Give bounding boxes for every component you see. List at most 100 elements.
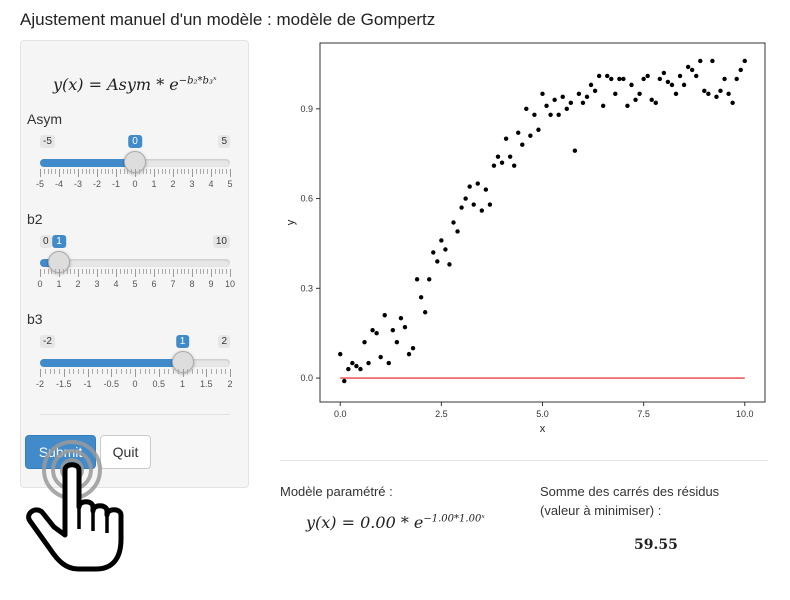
slider-b3[interactable]: -2 2 1 -2 -1.5 -1 -0.5 0 0.5 1 1.5 2 [36,335,233,405]
slider-tick [218,169,220,174]
slider-asym[interactable]: -5 5 0 -5 -4 -3 -2 -1 0 1 2 3 4 5 [36,135,233,205]
slider-tick [177,369,179,374]
slider-tick-label: 7 [170,279,176,289]
slider-tick [70,269,72,274]
sse-label: Somme des carrés des résidus [540,484,720,499]
slider-tick [97,269,98,277]
data-point [600,103,606,109]
slider-tick-labels: -2 -1.5 -1 -0.5 0 0.5 1 1.5 2 [36,379,233,391]
slider-tick-label: -1.5 [55,379,72,389]
quit-button[interactable]: Quit [100,435,151,469]
slider-tick [230,169,231,177]
slider-track[interactable] [40,359,230,367]
data-point [584,94,590,100]
slider-tick [63,369,65,377]
slider-tick [222,169,224,174]
data-point [435,259,440,264]
data-point [447,262,452,267]
slider-tick [188,169,190,174]
data-point [459,205,464,210]
slider-tick [40,169,41,177]
slider-value-bubble: 1 [52,235,66,248]
page-title: Ajustement manuel d'un modèle : modèle d… [20,10,436,29]
slider-b2-label: b2 [27,211,43,227]
slider-tick-label: 2 [227,379,233,389]
slider-tick [135,369,136,377]
data-point [734,76,739,82]
slider-tick [108,169,110,174]
slider-tick [81,269,83,274]
slider-tick [44,369,46,374]
slider-tick-label: -1 [111,179,121,189]
data-point [657,76,663,82]
slider-tick [195,169,197,174]
data-point [556,112,561,118]
data-point [613,91,618,97]
slider-b3-label: b3 [27,311,43,327]
slider-tick [108,269,110,274]
data-point [475,181,480,186]
data-point [702,88,707,94]
data-point [726,91,731,97]
data-point [592,88,598,94]
data-point [394,339,400,345]
y-tick-label: 0.9 [300,104,313,114]
slider-fill [40,159,135,167]
data-point [455,229,460,234]
slider-tick [81,169,83,174]
slider-tick [74,169,76,174]
slider-ticks [40,369,231,377]
slider-tick [120,369,122,374]
slider-max-label: 10 [212,235,230,248]
slider-tick [176,169,178,174]
data-point [362,339,367,345]
data-point [386,360,391,366]
slider-tick [130,369,132,374]
slider-tick [40,269,41,277]
slider-tick [135,169,136,177]
slider-tick-label: 4 [113,279,119,289]
data-point [451,220,456,225]
slider-tick [161,269,163,274]
slider-tick [59,269,60,277]
slider-tick [176,269,178,274]
data-point [637,91,642,97]
data-point [568,100,574,106]
slider-tick [207,269,209,274]
x-tick-label: 2.5 [435,409,448,419]
data-point [491,163,497,168]
data-point [366,360,371,366]
data-point [673,91,679,97]
slider-tick-label: -3 [73,179,83,189]
data-point [524,106,529,112]
slider-tick [169,169,171,174]
x-axis-label: x [540,423,546,435]
slider-tick [158,369,160,377]
slider-ticks [40,269,231,277]
data-point [374,330,379,336]
x-tick-label: 10.0 [736,409,754,419]
slider-tick [97,169,98,177]
slider-tick [127,169,129,174]
slider-tick-label: 3 [189,179,195,189]
y-tick-label: 0.3 [300,283,313,293]
slider-b2[interactable]: 0 10 1 0 1 2 3 4 5 6 7 8 9 10 [37,235,235,305]
slider-tick [182,369,184,377]
slider-tick [206,369,208,377]
slider-tick [51,169,53,174]
slider-tick-label: 0.5 [152,379,166,389]
slider-tick [116,269,117,277]
slider-tick [78,269,79,277]
data-point [487,202,493,207]
data-point [738,67,743,73]
slider-min-label: -2 [40,335,55,348]
slider-tick [169,269,171,274]
slider-tick [138,269,140,274]
slider-tick-labels: 0 1 2 3 4 5 6 7 8 9 10 [37,279,235,291]
panel-divider [40,414,230,415]
data-point [605,73,610,79]
x-tick-label: 7.5 [637,409,650,419]
slider-tick [187,369,189,374]
slider-tick [54,369,56,374]
data-point [511,163,517,168]
